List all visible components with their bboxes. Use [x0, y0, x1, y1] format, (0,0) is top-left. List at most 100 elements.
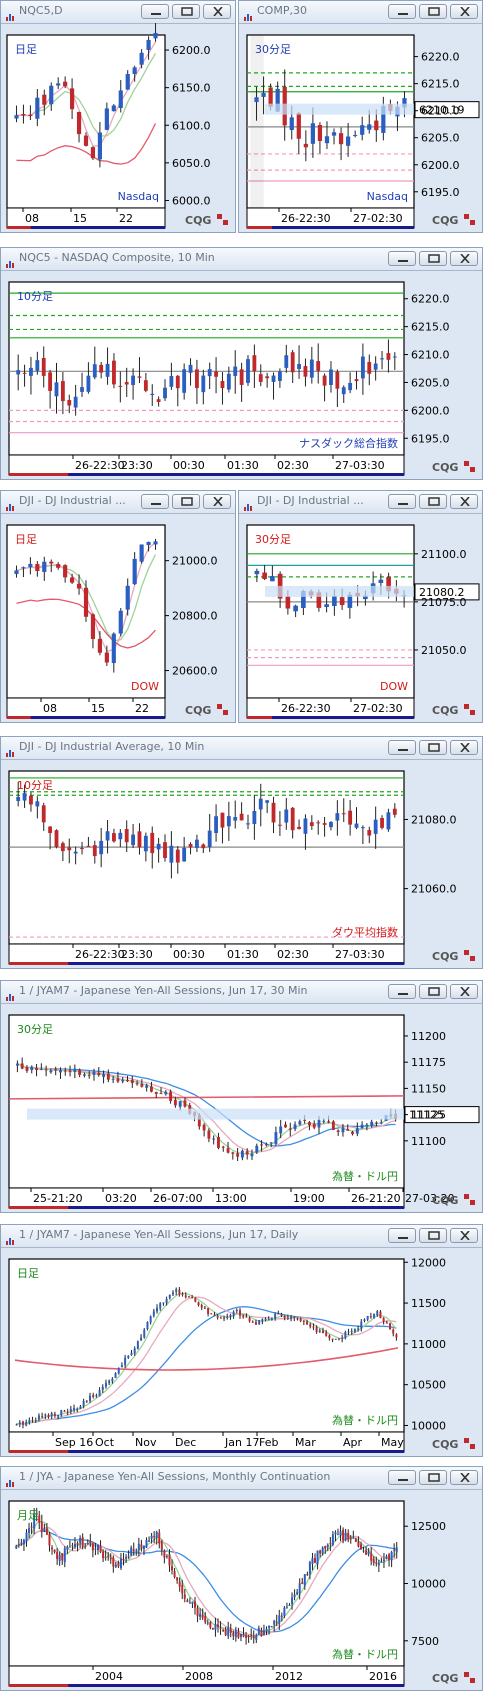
x-axis-scroll-thumb[interactable]	[9, 473, 69, 476]
candle-body	[73, 396, 78, 408]
candle	[242, 1627, 245, 1638]
close-button[interactable]	[203, 4, 231, 19]
candle-body	[112, 360, 116, 385]
x-axis-scroll-thumb[interactable]	[9, 1450, 69, 1453]
candle-body	[99, 1545, 102, 1553]
minimize-button[interactable]	[388, 4, 416, 19]
candle-body	[239, 813, 244, 821]
candle-body	[21, 567, 26, 569]
title-bar[interactable]: DJI - DJ Industrial ...	[239, 491, 482, 514]
restore-button[interactable]	[419, 740, 447, 755]
cqg-logo: CQG	[432, 704, 475, 717]
title-bar[interactable]: 1 / JYAM7 - Japanese Yen-All Sessions, J…	[1, 1225, 482, 1248]
candle-body	[207, 1130, 211, 1139]
restore-button[interactable]	[419, 1470, 447, 1485]
title-bar[interactable]: 1 / JYAM7 - Japanese Yen-All Sessions, J…	[1, 981, 482, 1004]
candle-body	[235, 1309, 238, 1312]
candle-body	[195, 369, 199, 389]
title-bar[interactable]: DJI - DJ Industrial Average, 10 Min	[1, 737, 482, 760]
restore-button[interactable]	[172, 494, 200, 509]
restore-button[interactable]	[419, 494, 447, 509]
candle	[372, 1556, 375, 1566]
minimize-button[interactable]	[388, 494, 416, 509]
restore-button[interactable]	[419, 1228, 447, 1243]
candle-body	[56, 1551, 59, 1560]
candle	[239, 1307, 242, 1319]
close-button[interactable]	[450, 740, 478, 755]
x-axis-scroll-bar[interactable]	[9, 1206, 404, 1209]
x-axis-scroll-bar[interactable]	[7, 226, 165, 229]
restore-button[interactable]	[419, 984, 447, 999]
x-axis-scroll-bar[interactable]	[247, 226, 414, 229]
candle-body	[283, 1607, 286, 1616]
title-bar[interactable]: 1 / JYA - Japanese Yen-All Sessions, Mon…	[1, 1467, 482, 1490]
candle-body	[165, 1556, 168, 1558]
title-bar[interactable]: DJI - DJ Industrial ...	[1, 491, 235, 514]
title-bar[interactable]: COMP,30	[239, 1, 482, 24]
x-axis-scroll-thumb[interactable]	[9, 1684, 69, 1687]
candle-body	[20, 1542, 23, 1545]
last-price-box	[414, 583, 480, 601]
candle-body	[169, 376, 174, 387]
candle	[97, 122, 102, 168]
x-axis-scroll-bar[interactable]	[7, 716, 165, 719]
x-axis-scroll-thumb[interactable]	[247, 226, 273, 229]
candle-body	[80, 387, 84, 392]
x-axis-scroll-bar[interactable]	[9, 962, 404, 965]
x-tick-label: 2008	[185, 1670, 213, 1683]
minimize-button[interactable]	[141, 494, 169, 509]
cqg-logo-mark	[470, 467, 475, 472]
x-axis-scroll-thumb[interactable]	[7, 716, 31, 719]
candle-body	[277, 824, 282, 826]
candle-body	[83, 135, 89, 146]
title-bar[interactable]: NQC5,D	[1, 1, 235, 24]
candle-body	[285, 1606, 288, 1608]
close-button[interactable]	[450, 1228, 478, 1243]
minimize-button[interactable]	[388, 1228, 416, 1243]
candle	[118, 80, 123, 113]
candle	[379, 1309, 382, 1319]
candle-body	[252, 355, 257, 372]
title-bar[interactable]: NQC5 - NASDAQ Composite, 10 Min	[1, 248, 482, 271]
close-button[interactable]	[203, 494, 231, 509]
candle	[270, 565, 275, 582]
x-axis-scroll-bar[interactable]	[9, 1684, 404, 1687]
candle-body	[213, 1314, 216, 1316]
x-axis-scroll-bar[interactable]	[247, 716, 414, 719]
x-axis-scroll-thumb[interactable]	[9, 1206, 69, 1209]
candle-body	[164, 1091, 168, 1095]
candle-body	[217, 1137, 220, 1148]
candle	[14, 105, 19, 123]
candle-body	[354, 1538, 357, 1542]
candle	[380, 350, 384, 370]
x-axis-scroll-thumb[interactable]	[247, 716, 273, 719]
x-axis-scroll-thumb[interactable]	[7, 226, 31, 229]
close-button[interactable]	[450, 251, 478, 266]
close-button[interactable]	[450, 494, 478, 509]
minimize-button[interactable]	[141, 4, 169, 19]
candle	[370, 1119, 374, 1128]
x-axis-scroll-thumb[interactable]	[9, 962, 69, 965]
minimize-button[interactable]	[388, 251, 416, 266]
candle-body	[133, 1348, 136, 1354]
minimize-button[interactable]	[388, 740, 416, 755]
close-button[interactable]	[450, 4, 478, 19]
restore-button[interactable]	[419, 251, 447, 266]
x-axis-scroll-bar[interactable]	[9, 1450, 404, 1453]
minimize-button[interactable]	[388, 984, 416, 999]
minimize-button[interactable]	[388, 1470, 416, 1485]
candle	[90, 613, 96, 649]
restore-button[interactable]	[172, 4, 200, 19]
close-button[interactable]	[450, 984, 478, 999]
candle	[126, 1075, 129, 1083]
candle-body	[143, 835, 148, 852]
candle	[261, 1318, 264, 1325]
y-tick-label: 11000	[411, 1338, 446, 1351]
cqg-logo-mark	[223, 710, 228, 715]
restore-button[interactable]	[419, 4, 447, 19]
candle	[252, 794, 257, 840]
x-axis-scroll-bar[interactable]	[9, 473, 404, 476]
candle	[315, 1325, 318, 1334]
close-button[interactable]	[450, 1470, 478, 1485]
x-tick-label: Mar	[295, 1436, 316, 1449]
